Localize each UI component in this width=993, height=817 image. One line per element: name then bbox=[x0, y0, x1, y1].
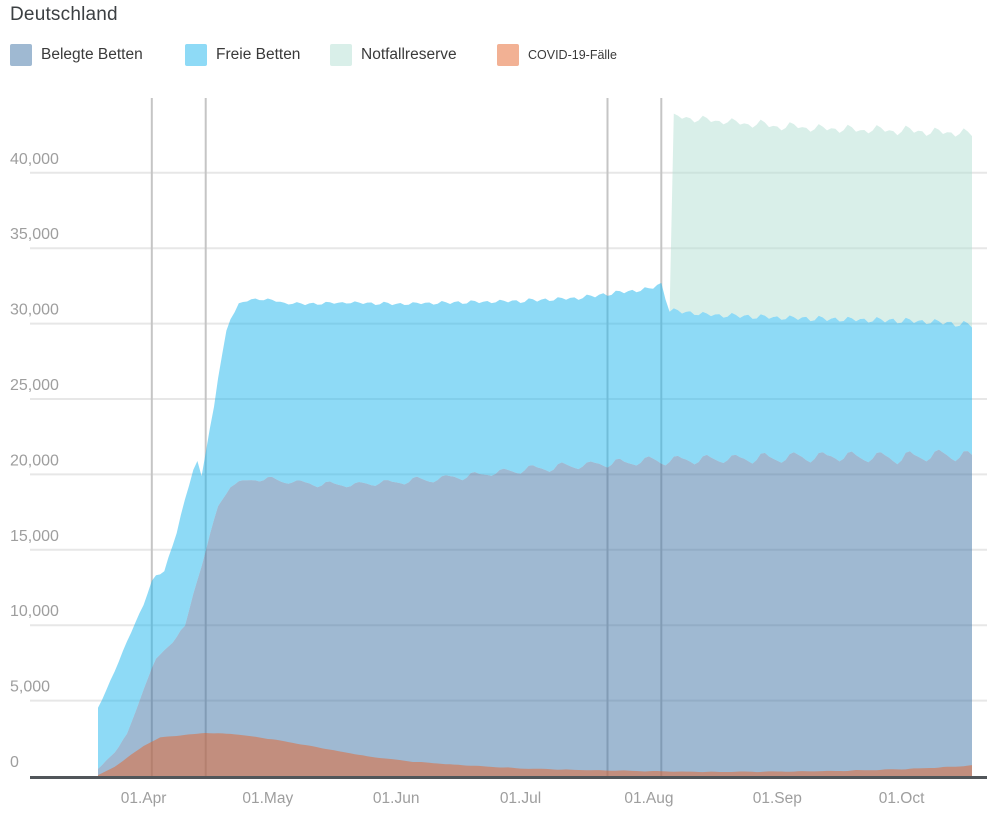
legend-item-freie-betten[interactable]: Freie Betten bbox=[185, 44, 300, 66]
y-tick-label: 5,000 bbox=[10, 679, 50, 696]
y-tick-label: 30,000 bbox=[10, 302, 59, 319]
legend-item-belegte-betten[interactable]: Belegte Betten bbox=[10, 44, 143, 66]
area-belegte-betten bbox=[98, 449, 972, 776]
legend-item-notfallreserve[interactable]: Notfallreserve bbox=[330, 44, 457, 66]
legend-label: Belegte Betten bbox=[41, 46, 143, 63]
x-tick-label: 01.Jun bbox=[373, 790, 420, 807]
y-tick-label: 20,000 bbox=[10, 452, 59, 469]
y-tick-label: 35,000 bbox=[10, 226, 59, 243]
legend-swatch-notfallreserve-icon bbox=[330, 44, 352, 66]
area-covid-faelle bbox=[98, 733, 972, 776]
chart-legend: Belegte Betten Freie Betten Notfallreser… bbox=[0, 44, 993, 68]
x-tick-label: 01.Aug bbox=[624, 790, 673, 807]
legend-swatch-belegte-betten-icon bbox=[10, 44, 32, 66]
chart-title: Deutschland bbox=[10, 4, 118, 25]
x-tick-label: 01.Apr bbox=[121, 790, 167, 807]
y-tick-label: 0 bbox=[10, 754, 19, 771]
y-axis-labels: 0 5,000 10,000 15,000 20,000 25,000 30,000 35,0… bbox=[10, 151, 59, 771]
legend-label: Freie Betten bbox=[216, 46, 301, 63]
x-tick-label: 01.Jul bbox=[500, 790, 541, 807]
legend-swatch-freie-betten-icon bbox=[185, 44, 207, 66]
y-tick-label: 40,000 bbox=[10, 151, 59, 168]
legend-item-covid-faelle[interactable]: COVID-19-Fälle bbox=[497, 44, 617, 66]
area-notfallreserve bbox=[669, 113, 972, 328]
x-tick-label: 01.Sep bbox=[753, 790, 802, 807]
legend-label: Notfallreserve bbox=[361, 46, 457, 63]
legend-swatch-covid-faelle-icon bbox=[497, 44, 519, 66]
y-tick-label: 25,000 bbox=[10, 377, 59, 394]
x-tick-label: 01.Oct bbox=[879, 790, 925, 807]
legend-label: COVID-19-Fälle bbox=[528, 48, 617, 62]
area-freie-betten bbox=[98, 282, 972, 769]
x-tick-label: 01.May bbox=[242, 790, 293, 807]
y-tick-label: 15,000 bbox=[10, 528, 59, 545]
x-axis-labels: 01.Apr 01.May 01.Jun 01.Jul 01.Aug 01.Sep 01.O… bbox=[121, 790, 925, 807]
y-tick-label: 10,000 bbox=[10, 603, 59, 620]
